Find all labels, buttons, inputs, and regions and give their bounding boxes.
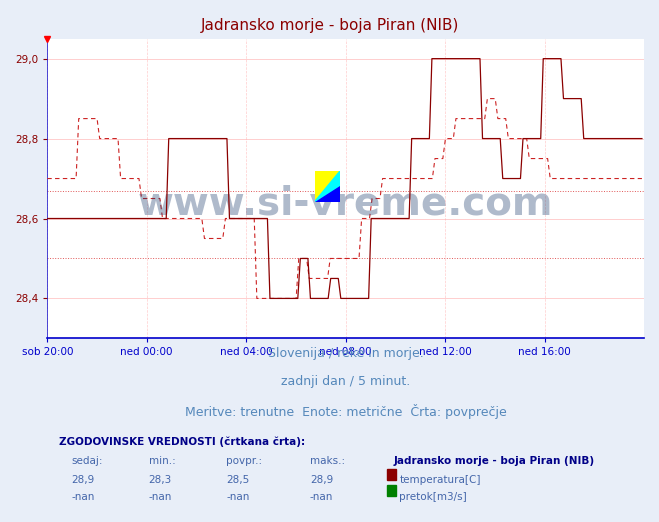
Text: min.:: min.: xyxy=(149,456,175,467)
Text: -nan: -nan xyxy=(226,492,250,502)
Text: www.si-vreme.com: www.si-vreme.com xyxy=(138,184,554,222)
Text: temperatura[C]: temperatura[C] xyxy=(399,475,481,485)
Text: Slovenija / reke in morje.: Slovenija / reke in morje. xyxy=(268,347,424,360)
Text: zadnji dan / 5 minut.: zadnji dan / 5 minut. xyxy=(281,375,411,388)
Text: Meritve: trenutne  Enote: metrične  Črta: povprečje: Meritve: trenutne Enote: metrične Črta: … xyxy=(185,404,507,419)
Bar xyxy=(387,485,396,496)
Text: 28,3: 28,3 xyxy=(149,475,172,485)
Polygon shape xyxy=(315,171,340,201)
Text: Jadransko morje - boja Piran (NIB): Jadransko morje - boja Piran (NIB) xyxy=(200,18,459,33)
Text: maks.:: maks.: xyxy=(310,456,345,467)
Text: -nan: -nan xyxy=(71,492,94,502)
Text: -nan: -nan xyxy=(310,492,333,502)
Bar xyxy=(387,469,396,480)
Polygon shape xyxy=(315,186,340,201)
Text: 28,9: 28,9 xyxy=(71,475,94,485)
Text: Jadransko morje - boja Piran (NIB): Jadransko morje - boja Piran (NIB) xyxy=(393,456,594,467)
Text: ZGODOVINSKE VREDNOSTI (črtkana črta):: ZGODOVINSKE VREDNOSTI (črtkana črta): xyxy=(59,436,305,447)
Text: pretok[m3/s]: pretok[m3/s] xyxy=(399,492,467,502)
Text: povpr.:: povpr.: xyxy=(226,456,262,467)
Text: 28,9: 28,9 xyxy=(310,475,333,485)
Text: -nan: -nan xyxy=(149,492,172,502)
Polygon shape xyxy=(315,171,340,201)
Text: 28,5: 28,5 xyxy=(226,475,250,485)
Text: sedaj:: sedaj: xyxy=(71,456,103,467)
